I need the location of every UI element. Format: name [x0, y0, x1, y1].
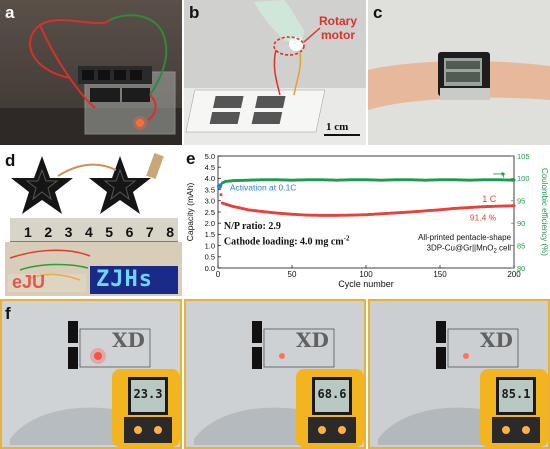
- y2-tick-label: 80: [517, 264, 525, 273]
- pentacle-cells-photo: eJU: [0, 148, 182, 296]
- y-tick-label: 3.5: [205, 185, 215, 194]
- y-tick-label: 3.0: [205, 197, 215, 206]
- cell-description-tail: cell: [497, 244, 511, 253]
- x-tick-label: 100: [359, 270, 373, 279]
- cell-description-subscript: 2: [493, 249, 497, 255]
- panel-f-photos: XD XD XD: [0, 299, 550, 449]
- y2-tick-label: 90: [517, 219, 525, 228]
- ruler-number: 6: [125, 224, 134, 240]
- ruler-number: 4: [84, 224, 93, 240]
- capacity-chart: 0 50 100 150 200 Cycle number 0.0 0.5 1.0 1.5 2.0 2…: [185, 152, 549, 289]
- ruler-number: 3: [64, 224, 73, 240]
- led-display-text: ZJHs: [96, 267, 153, 292]
- retention-label: 91.4 %: [470, 213, 497, 223]
- y-tick-label: 4.0: [205, 174, 215, 183]
- y2-tick-label: 85: [517, 241, 525, 250]
- y-axis-label: Capacity (mAh): [185, 183, 195, 242]
- svg-text:XD: XD: [296, 328, 329, 352]
- y-tick-label: 2.5: [205, 208, 215, 217]
- y-tick-label: 1.0: [205, 241, 215, 250]
- svg-text:XD: XD: [112, 328, 145, 352]
- panel-b-photo: b Rotary motor 1 cm: [184, 0, 366, 145]
- panel-label-b: b: [189, 3, 200, 22]
- x-tick-label: 0: [216, 270, 221, 279]
- heater-scene-3: XD: [370, 301, 548, 447]
- panel-d-photo: eJU d 1 2 3 4 5 6 7 8 ZJHs: [0, 148, 182, 296]
- y2-tick-label: 95: [517, 197, 525, 206]
- thermometer-reading-3: 85.1: [501, 387, 531, 401]
- capacity-point: [219, 193, 223, 197]
- rotary-motor-label: Rotary motor: [318, 14, 357, 42]
- cell-description-2: 3DP-Cu@Gr||MnO2 cell: [427, 244, 512, 255]
- efficiency-arrowhead: [501, 171, 506, 176]
- y-tick-label: 2.0: [205, 219, 215, 228]
- x-tick-label: 200: [507, 270, 521, 279]
- thermometer-reading-1: 23.3: [133, 387, 163, 401]
- svg-text:eJU: eJU: [12, 272, 45, 292]
- panel-e-chart: e 0 50 100 150 200 Cycle number 0.0 0.5 1.0 1.5 2.…: [184, 148, 550, 296]
- y-tick-label: 1.5: [205, 230, 215, 239]
- activation-point: [216, 183, 223, 189]
- panel-a-photo: a: [0, 0, 182, 145]
- cathode-loading-superscript: -2: [344, 234, 350, 242]
- ruler-number: 2: [44, 224, 53, 240]
- cathode-loading-label: Cathode loading: 4.0 mg cm-2: [224, 234, 350, 247]
- x-axis-label: Cycle number: [338, 279, 394, 289]
- x-tick-label: 50: [288, 270, 297, 279]
- efficiency-point: [512, 178, 516, 182]
- panel-label-c: c: [373, 3, 383, 22]
- y2-tick-label: 100: [517, 174, 530, 183]
- x-tick-label: 150: [433, 270, 447, 279]
- ruler-number: 1: [24, 224, 32, 240]
- y-tick-label: 0.0: [205, 264, 215, 273]
- svg-text:XD: XD: [480, 328, 513, 352]
- panel-label-d: d: [5, 151, 16, 170]
- heater-scene: XD XD XD: [2, 301, 548, 447]
- panel-label-a: a: [5, 3, 15, 22]
- rate-label: 1 C: [482, 194, 497, 204]
- ruler-numbers: 1 2 3 4 5 6 7 8: [24, 224, 174, 240]
- y-tick-label: 0.5: [205, 253, 215, 262]
- y-tick-label: 5.0: [205, 152, 215, 161]
- rotary-motor-photo: [184, 0, 366, 145]
- heater-scene-1: XD: [2, 301, 180, 447]
- breadboard-photo: [0, 0, 182, 145]
- ruler-number: 7: [145, 224, 154, 240]
- wrist-device-photo: [368, 0, 550, 145]
- y-tick-label: 4.5: [205, 163, 215, 172]
- thermometer-reading-2: 68.6: [317, 387, 347, 401]
- y2-tick-label: 105: [517, 152, 530, 161]
- panel-label-f: f: [5, 304, 11, 323]
- ruler-number: 8: [166, 224, 174, 240]
- scale-bar-label: 1 cm: [326, 121, 349, 133]
- panel-label-e: e: [186, 149, 196, 168]
- heater-scene-2: XD: [186, 301, 364, 447]
- cell-description-1: All-printed pentacle-shape: [418, 233, 511, 242]
- ruler-number: 5: [105, 224, 114, 240]
- y2-axis-label: Coulombic efficiency (%): [540, 168, 549, 256]
- panel-c-photo: c: [368, 0, 550, 145]
- np-ratio-label: N/P ratio: 2.9: [224, 221, 281, 232]
- activation-label: Activation at 0.1C: [230, 183, 297, 193]
- capacity-point: [512, 204, 516, 208]
